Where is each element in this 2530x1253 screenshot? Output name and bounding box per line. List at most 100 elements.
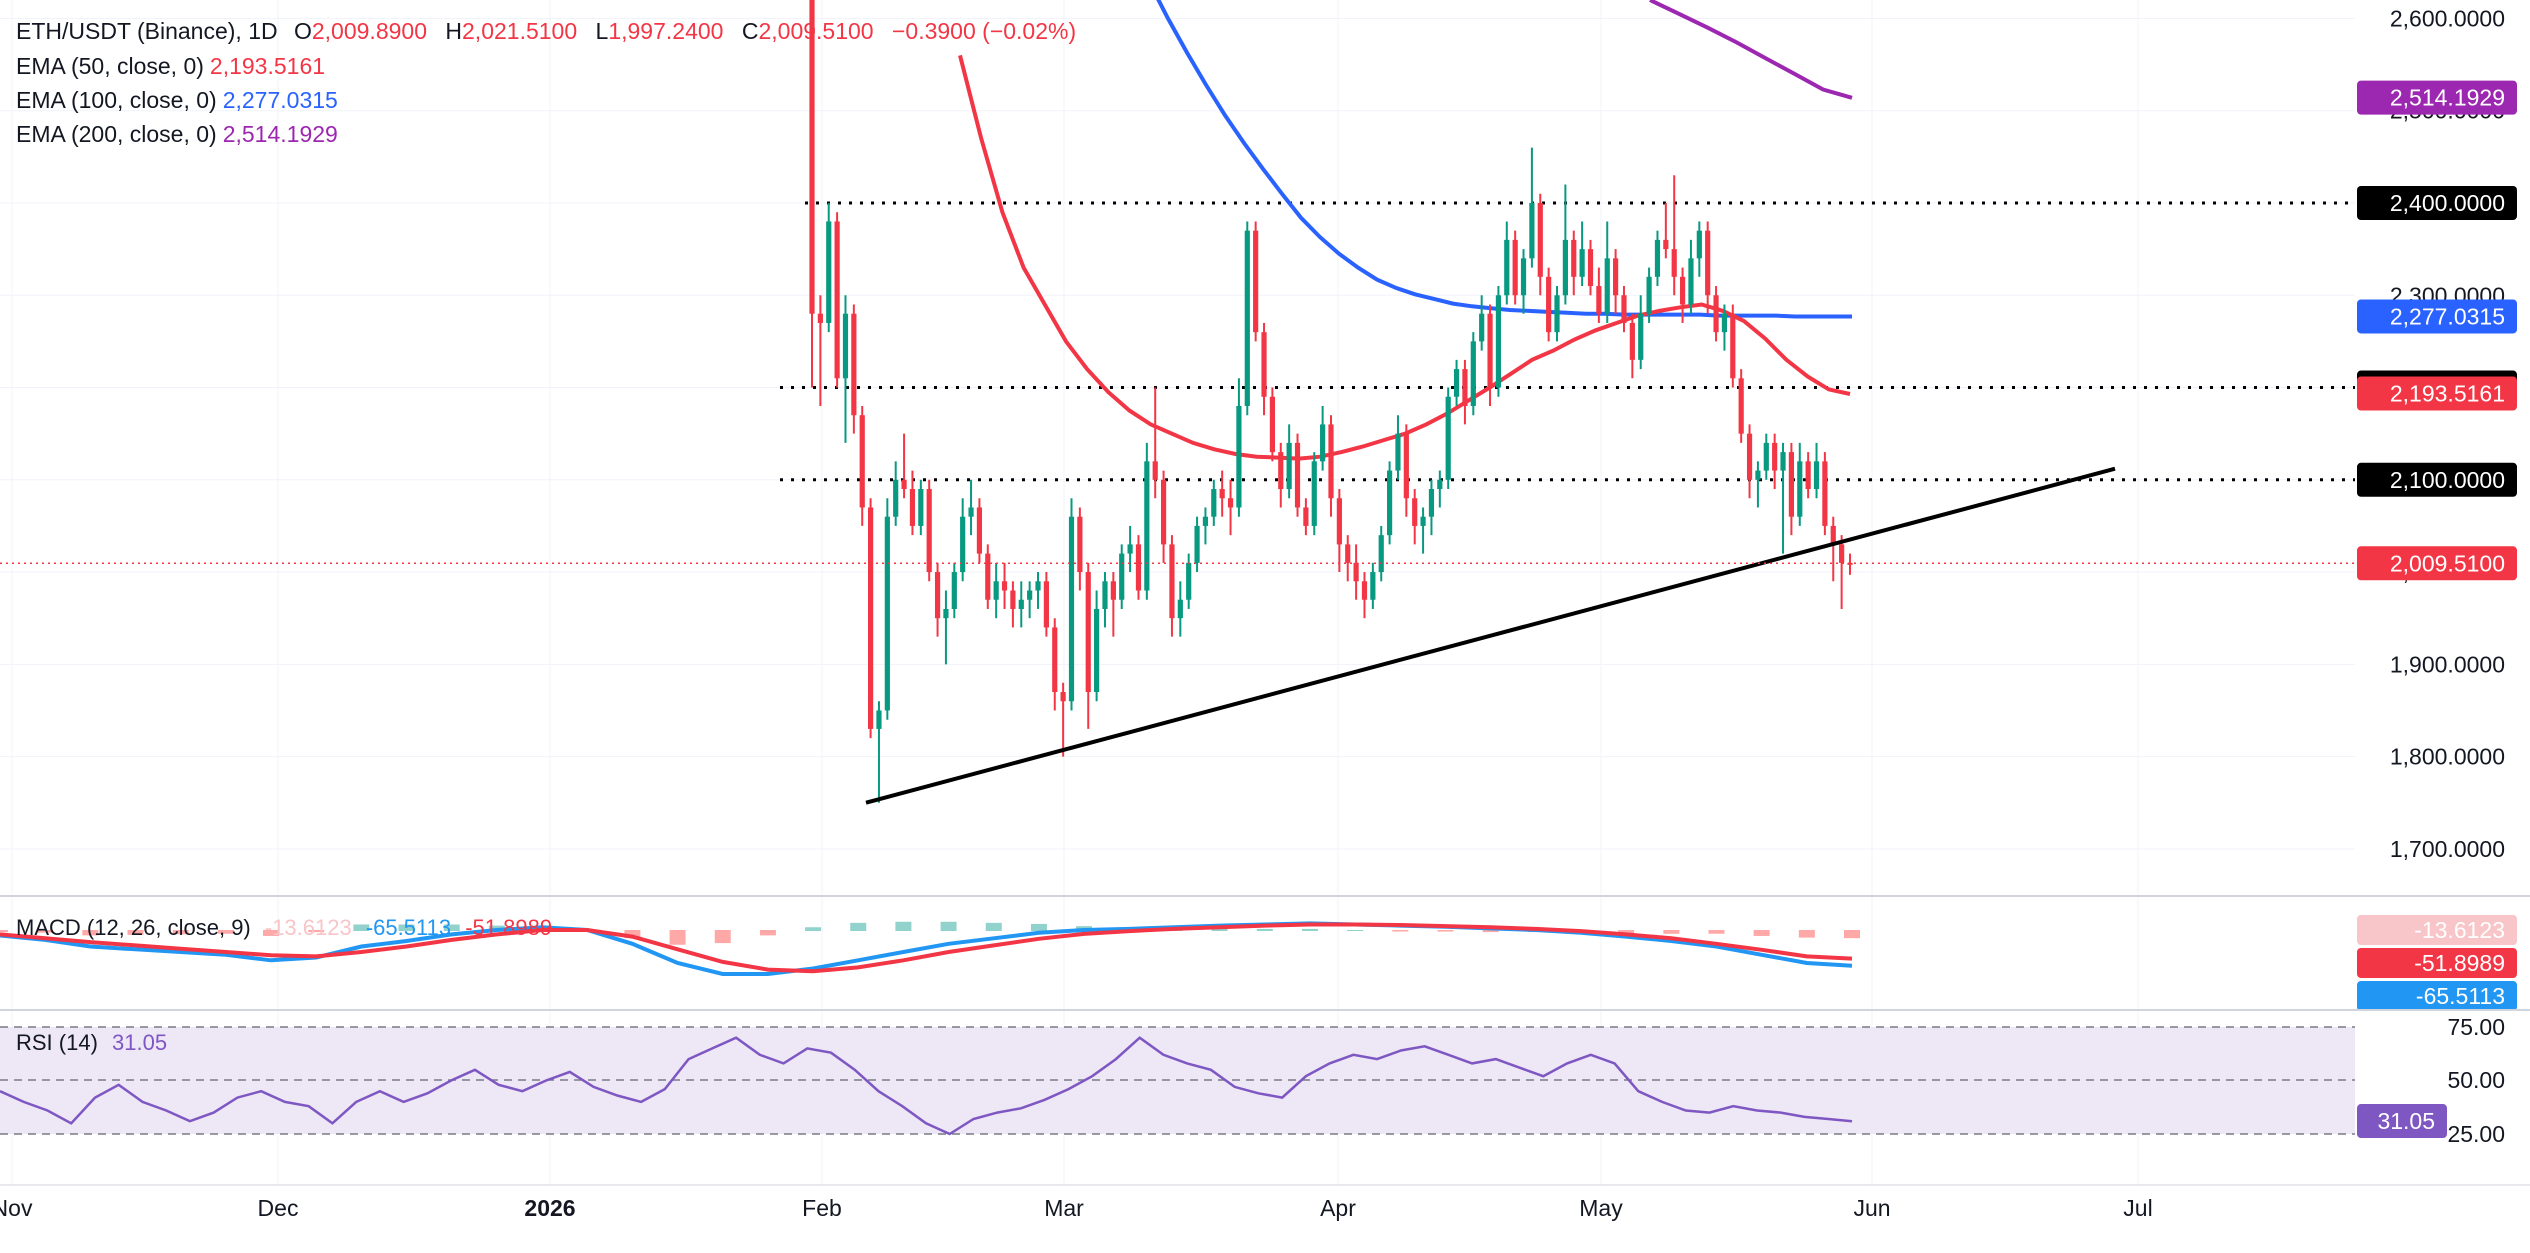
candle: [1562, 184, 1568, 305]
candle: [1294, 433, 1301, 517]
rsi-axis[interactable]: 75.00 50.00 25.00 31.05: [2357, 1014, 2505, 1147]
candle: [1571, 230, 1577, 296]
macd-legend-signal: -51.8989: [465, 915, 553, 940]
macd-hist-bar: [1301, 928, 1318, 931]
macd-hist-bar: [263, 930, 280, 936]
macd-hist-bar: [1798, 930, 1815, 938]
candle: [934, 562, 941, 637]
candle-body: [1160, 479, 1167, 545]
candle-body: [1571, 239, 1577, 277]
candle: [1671, 175, 1677, 296]
time-tick-label: Jun: [1853, 1195, 1890, 1221]
macd-tag-label: -13.6123: [2414, 917, 2505, 943]
candle-body: [842, 313, 849, 379]
candle-body: [951, 572, 957, 609]
rsi-legend-label: RSI (14): [16, 1030, 98, 1055]
candle-body: [1035, 581, 1041, 591]
candle-body: [1462, 369, 1468, 406]
candle: [1119, 544, 1125, 609]
candle: [1169, 535, 1175, 637]
macd-tag-label: -51.8989: [2414, 950, 2505, 976]
candle-body: [1094, 608, 1100, 693]
candle-body: [884, 516, 890, 711]
trendline[interactable]: [865, 466, 2116, 805]
macd-hist-bar: [82, 930, 99, 936]
ema50-legend[interactable]: EMA (50, close, 0) 2,193.5161: [16, 51, 325, 81]
candle: [1621, 286, 1627, 333]
candle-body: [968, 507, 974, 517]
price-tag: 2,514.1929: [2357, 80, 2517, 115]
candle-body: [1236, 405, 1242, 508]
candle: [1227, 479, 1234, 536]
candle: [1286, 424, 1292, 499]
rsi-tick-label: 25.00: [2447, 1121, 2505, 1147]
candle-body: [1830, 525, 1836, 545]
rsi-legend[interactable]: RSI (14) 31.05: [16, 1030, 167, 1056]
macd-tag: -13.6123: [2357, 915, 2517, 945]
candle-body: [1663, 239, 1669, 250]
macd-hist-bar: [940, 921, 957, 931]
candle-body: [1437, 479, 1443, 490]
ema100-legend[interactable]: EMA (100, close, 0) 2,277.0315: [16, 85, 338, 115]
candle: [1412, 489, 1418, 545]
candle: [1788, 442, 1794, 536]
time-tick-label: Dec: [258, 1195, 299, 1221]
candle: [1445, 387, 1451, 490]
price-tag: 2,277.0315: [2357, 299, 2517, 334]
candle-body: [1085, 572, 1091, 693]
macd-tag-bg: [2357, 948, 2517, 978]
candle: [1546, 267, 1552, 342]
macd-hist-bar: [1753, 930, 1770, 936]
price-axis[interactable]: 2,600.00002,500.00002,400.00002,300.0000…: [2357, 5, 2517, 862]
ema200-legend[interactable]: EMA (200, close, 0) 2,514.1929: [16, 119, 338, 149]
candle: [1772, 433, 1778, 490]
candle-body: [1512, 239, 1518, 296]
low-value: 1,997.2400: [608, 18, 724, 44]
candle: [1035, 572, 1041, 609]
candle: [951, 562, 957, 619]
macd-hist-bar: [850, 922, 867, 931]
price-tag-label: 2,100.0000: [2390, 467, 2505, 493]
candle-body: [1186, 562, 1192, 600]
candle: [1679, 267, 1686, 323]
ema50-legend-label: EMA (50, close, 0): [16, 53, 204, 79]
candle: [1763, 433, 1769, 480]
candle: [1613, 249, 1619, 314]
time-axis[interactable]: Nov Dec 2026 Feb Mar Apr May Jun Jul: [0, 1195, 2153, 1221]
candle-body: [1135, 544, 1142, 591]
candle: [1018, 581, 1024, 628]
candle-body: [1696, 230, 1702, 259]
macd-axis[interactable]: -13.6123 -51.8989 -65.5113: [2357, 915, 2517, 1011]
price-tick-label: 1,900.0000: [2390, 651, 2505, 677]
candle-body: [1537, 202, 1543, 277]
trendline-path: [865, 466, 2116, 805]
candle-body: [851, 313, 857, 416]
candle: [1278, 442, 1284, 508]
candle-body: [1504, 239, 1510, 296]
candle-body: [901, 479, 907, 490]
candle: [1353, 544, 1359, 600]
price-tag: 2,100.0000: [2357, 462, 2517, 497]
macd-hist-bar: [1392, 930, 1409, 932]
rsi-tag: 31.05: [2357, 1104, 2447, 1139]
candle-body: [1353, 562, 1359, 582]
candle: [1052, 618, 1058, 711]
candle-body: [1420, 516, 1426, 526]
candle: [1462, 359, 1468, 425]
candle: [1638, 295, 1644, 370]
macd-legend[interactable]: MACD (12, 26, close, 9) -13.6123 -65.511…: [16, 915, 552, 941]
macd-hist-bar: [1256, 928, 1273, 931]
candle: [1361, 572, 1368, 619]
candle: [1403, 424, 1409, 517]
candle: [1437, 470, 1443, 508]
macd-hist-bar: [353, 924, 370, 931]
macd-hist-bar: [714, 930, 731, 944]
candle-body: [1001, 581, 1008, 591]
candle: [1027, 581, 1033, 619]
symbol-title[interactable]: ETH/USDT (Binance), 1D: [16, 18, 278, 44]
candle: [1688, 239, 1694, 314]
candle-body: [1068, 516, 1075, 702]
candle-body: [1227, 498, 1234, 508]
macd-hist-bar: [172, 930, 189, 935]
